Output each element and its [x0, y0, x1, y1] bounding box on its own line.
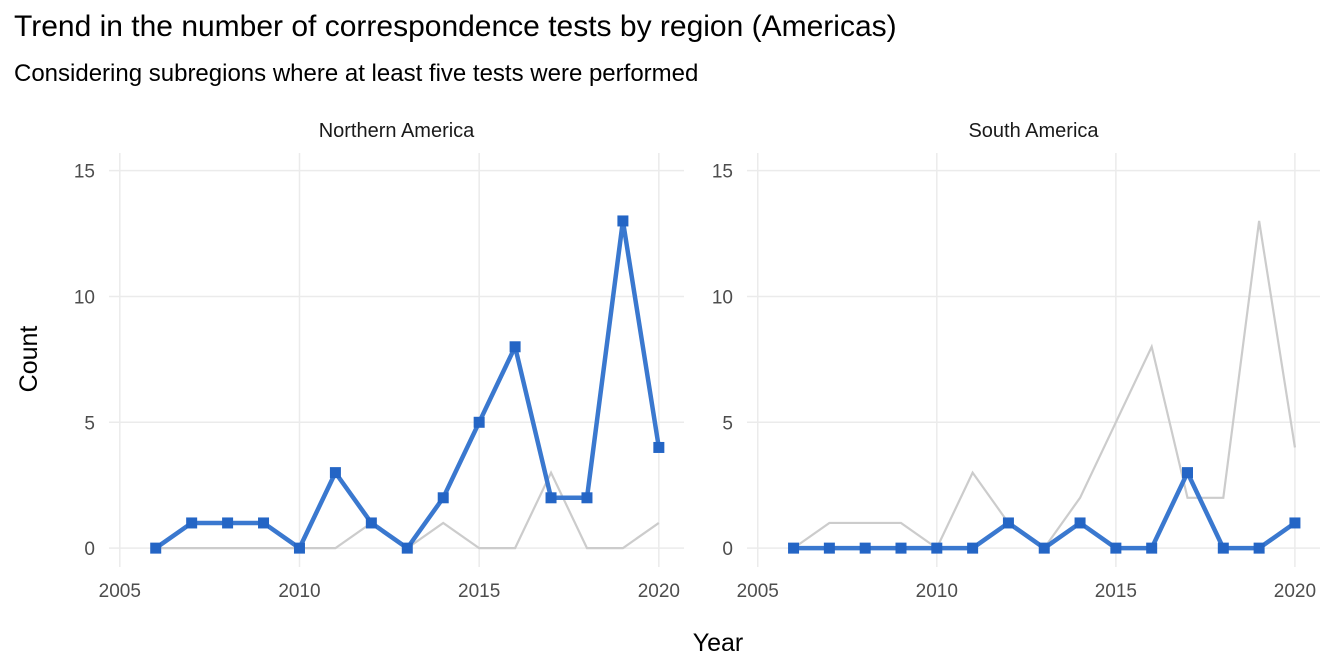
y-tick-label: 0 [722, 539, 733, 560]
data-point [509, 341, 521, 353]
facet-panel-2: 2005 2010 2015 2020 0 5 10 15 South America [712, 120, 1320, 602]
chart-subtitle: Considering subregions where at least fi… [14, 60, 699, 87]
data-point [895, 542, 907, 554]
data-point [1038, 542, 1050, 554]
data-point [617, 215, 629, 227]
data-point [437, 492, 449, 504]
x-tick-label: 2010 [278, 581, 320, 602]
data-point [653, 441, 665, 453]
data-point [150, 542, 162, 554]
data-point [545, 492, 557, 504]
data-point [859, 542, 871, 554]
data-point [931, 542, 943, 554]
data-point [293, 542, 305, 554]
data-point [1181, 467, 1193, 479]
y-tick-label: 5 [84, 413, 95, 434]
x-tick-label: 2005 [99, 581, 141, 602]
data-point [222, 517, 234, 529]
facet-label: South America [968, 120, 1099, 142]
data-point [365, 517, 377, 529]
y-tick-label: 15 [74, 162, 95, 183]
data-point [788, 542, 800, 554]
data-point [1002, 517, 1014, 529]
facet-panel-1: 2005 2010 2015 2020 0 5 10 15 Northern America [74, 120, 684, 602]
background-series-line [792, 220, 1297, 550]
data-point [967, 542, 979, 554]
x-tick-label: 2010 [916, 581, 958, 602]
data-point [1253, 542, 1265, 554]
data-point [1289, 517, 1301, 529]
chart-title: Trend in the number of correspondence te… [14, 10, 897, 43]
x-tick-label: 2020 [638, 581, 680, 602]
data-point [473, 416, 485, 428]
facet-label: Northern America [319, 120, 475, 142]
data-point [258, 517, 270, 529]
y-tick-label: 10 [74, 287, 95, 308]
x-tick-label: 2015 [458, 581, 500, 602]
x-tick-label: 2015 [1095, 581, 1137, 602]
y-tick-label: 15 [712, 162, 733, 183]
data-point [401, 542, 413, 554]
y-tick-label: 0 [84, 539, 95, 560]
data-point [186, 517, 198, 529]
y-tick-label: 10 [712, 287, 733, 308]
data-point [1110, 542, 1122, 554]
data-point [1217, 542, 1229, 554]
y-axis-title: Count [15, 326, 43, 393]
highlight-series-line [793, 470, 1297, 551]
data-point [581, 492, 593, 504]
y-tick-label: 5 [722, 413, 733, 434]
x-tick-label: 2020 [1274, 581, 1316, 602]
data-point [1146, 542, 1158, 554]
background-series-line [155, 470, 660, 550]
data-point [1074, 517, 1086, 529]
x-axis-title: Year [693, 629, 744, 657]
data-point [329, 467, 341, 479]
x-tick-label: 2005 [737, 581, 779, 602]
data-point [823, 542, 835, 554]
